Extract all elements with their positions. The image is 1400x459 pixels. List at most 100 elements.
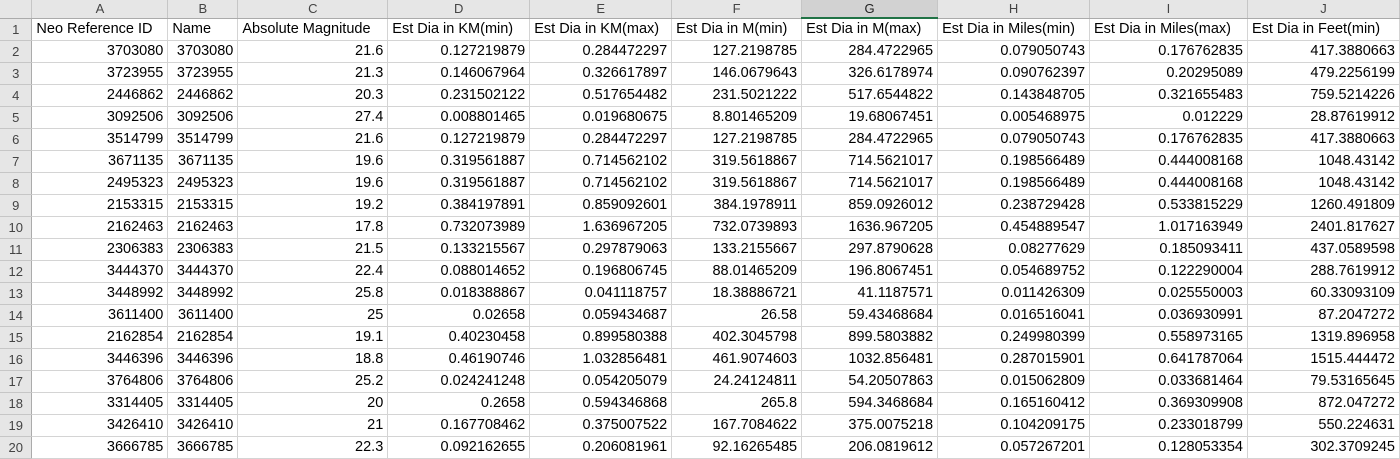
row-header[interactable]: 1 — [0, 18, 33, 41]
cell[interactable]: 0.284472297 — [529, 40, 673, 63]
cell[interactable]: 0.196806745 — [529, 260, 673, 283]
cell[interactable]: 417.3880663 — [1247, 40, 1400, 63]
cell[interactable]: 0.558973165 — [1089, 326, 1248, 349]
cell[interactable]: 0.594346868 — [529, 392, 673, 415]
cell[interactable]: 19.2 — [237, 194, 389, 217]
cell[interactable]: 22.3 — [237, 436, 389, 459]
cell[interactable]: 284.4722965 — [801, 40, 939, 63]
cell[interactable]: 1636.967205 — [801, 216, 939, 239]
cell[interactable]: 0.012229 — [1089, 106, 1248, 129]
cell[interactable]: 1032.856481 — [801, 348, 939, 371]
cell[interactable]: 0.326617897 — [529, 62, 673, 85]
cell[interactable]: 3671135 — [167, 150, 239, 173]
cell[interactable]: 3314405 — [31, 392, 169, 415]
column-header-c[interactable]: C — [237, 0, 389, 19]
row-header[interactable]: 18 — [0, 392, 33, 415]
cell[interactable]: 0.714562102 — [529, 172, 673, 195]
header-cell[interactable]: Est Dia in KM(max) — [529, 18, 673, 41]
header-cell[interactable]: Est Dia in M(max) — [801, 18, 939, 41]
cell[interactable]: 28.87619912 — [1247, 106, 1400, 129]
column-header-g[interactable]: G — [801, 0, 939, 19]
cell[interactable]: 0.2658 — [387, 392, 531, 415]
cell[interactable]: 1515.444472 — [1247, 348, 1400, 371]
cell[interactable]: 2446862 — [31, 84, 169, 107]
cell[interactable]: 0.167708462 — [387, 414, 531, 437]
row-header[interactable]: 9 — [0, 194, 33, 217]
cell[interactable]: 0.732073989 — [387, 216, 531, 239]
cell[interactable]: 0.444008168 — [1089, 150, 1248, 173]
cell[interactable]: 0.284472297 — [529, 128, 673, 151]
cell[interactable]: 2162463 — [31, 216, 169, 239]
cell[interactable]: 0.899580388 — [529, 326, 673, 349]
cell[interactable]: 27.4 — [237, 106, 389, 129]
cell[interactable]: 417.3880663 — [1247, 128, 1400, 151]
cell[interactable]: 2162854 — [31, 326, 169, 349]
cell[interactable]: 714.5621017 — [801, 172, 939, 195]
cell[interactable]: 0.057267201 — [937, 436, 1091, 459]
row-header[interactable]: 19 — [0, 414, 33, 437]
cell[interactable]: 0.104209175 — [937, 414, 1091, 437]
cell[interactable]: 384.1978911 — [671, 194, 803, 217]
cell[interactable]: 0.859092601 — [529, 194, 673, 217]
cell[interactable]: 0.375007522 — [529, 414, 673, 437]
header-cell[interactable]: Est Dia in Miles(max) — [1089, 18, 1248, 41]
select-all-corner[interactable] — [0, 0, 33, 19]
cell[interactable]: 0.233018799 — [1089, 414, 1248, 437]
cell[interactable]: 3514799 — [31, 128, 169, 151]
row-header[interactable]: 7 — [0, 150, 33, 173]
cell[interactable]: 437.0589598 — [1247, 238, 1400, 261]
cell[interactable]: 3448992 — [31, 282, 169, 305]
cell[interactable]: 0.176762835 — [1089, 40, 1248, 63]
cell[interactable]: 0.641787064 — [1089, 348, 1248, 371]
row-header[interactable]: 16 — [0, 348, 33, 371]
cell[interactable]: 0.143848705 — [937, 84, 1091, 107]
cell[interactable]: 1260.491809 — [1247, 194, 1400, 217]
cell[interactable]: 1.032856481 — [529, 348, 673, 371]
cell[interactable]: 0.165160412 — [937, 392, 1091, 415]
cell[interactable]: 2306383 — [31, 238, 169, 261]
cell[interactable]: 25.2 — [237, 370, 389, 393]
cell[interactable]: 859.0926012 — [801, 194, 939, 217]
cell[interactable]: 0.127219879 — [387, 128, 531, 151]
cell[interactable]: 127.2198785 — [671, 128, 803, 151]
cell[interactable]: 0.369309908 — [1089, 392, 1248, 415]
cell[interactable]: 18.8 — [237, 348, 389, 371]
cell[interactable]: 3666785 — [167, 436, 239, 459]
cell[interactable]: 0.127219879 — [387, 40, 531, 63]
cell[interactable]: 319.5618867 — [671, 150, 803, 173]
cell[interactable]: 461.9074603 — [671, 348, 803, 371]
column-header-a[interactable]: A — [31, 0, 169, 19]
cell[interactable]: 0.005468975 — [937, 106, 1091, 129]
cell[interactable]: 0.714562102 — [529, 150, 673, 173]
cell[interactable]: 21.6 — [237, 128, 389, 151]
header-cell[interactable]: Est Dia in Miles(min) — [937, 18, 1091, 41]
cell[interactable]: 2446862 — [167, 84, 239, 107]
row-header[interactable]: 3 — [0, 62, 33, 85]
cell[interactable]: 714.5621017 — [801, 150, 939, 173]
cell[interactable]: 0.206081961 — [529, 436, 673, 459]
cell[interactable]: 3092506 — [167, 106, 239, 129]
cell[interactable]: 899.5803882 — [801, 326, 939, 349]
cell[interactable]: 3723955 — [31, 62, 169, 85]
cell[interactable]: 0.033681464 — [1089, 370, 1248, 393]
row-header[interactable]: 2 — [0, 40, 33, 63]
cell[interactable]: 872.047272 — [1247, 392, 1400, 415]
cell[interactable]: 2162854 — [167, 326, 239, 349]
cell[interactable]: 79.53165645 — [1247, 370, 1400, 393]
cell[interactable]: 19.68067451 — [801, 106, 939, 129]
cell[interactable]: 21 — [237, 414, 389, 437]
row-header[interactable]: 8 — [0, 172, 33, 195]
cell[interactable]: 3703080 — [167, 40, 239, 63]
cell[interactable]: 0.238729428 — [937, 194, 1091, 217]
cell[interactable]: 288.7619912 — [1247, 260, 1400, 283]
cell[interactable]: 0.517654482 — [529, 84, 673, 107]
cell[interactable]: 133.2155667 — [671, 238, 803, 261]
cell[interactable]: 3448992 — [167, 282, 239, 305]
cell[interactable]: 3671135 — [31, 150, 169, 173]
cell[interactable]: 3764806 — [31, 370, 169, 393]
cell[interactable]: 0.133215567 — [387, 238, 531, 261]
row-header[interactable]: 5 — [0, 106, 33, 129]
cell[interactable]: 326.6178974 — [801, 62, 939, 85]
cell[interactable]: 3446396 — [167, 348, 239, 371]
